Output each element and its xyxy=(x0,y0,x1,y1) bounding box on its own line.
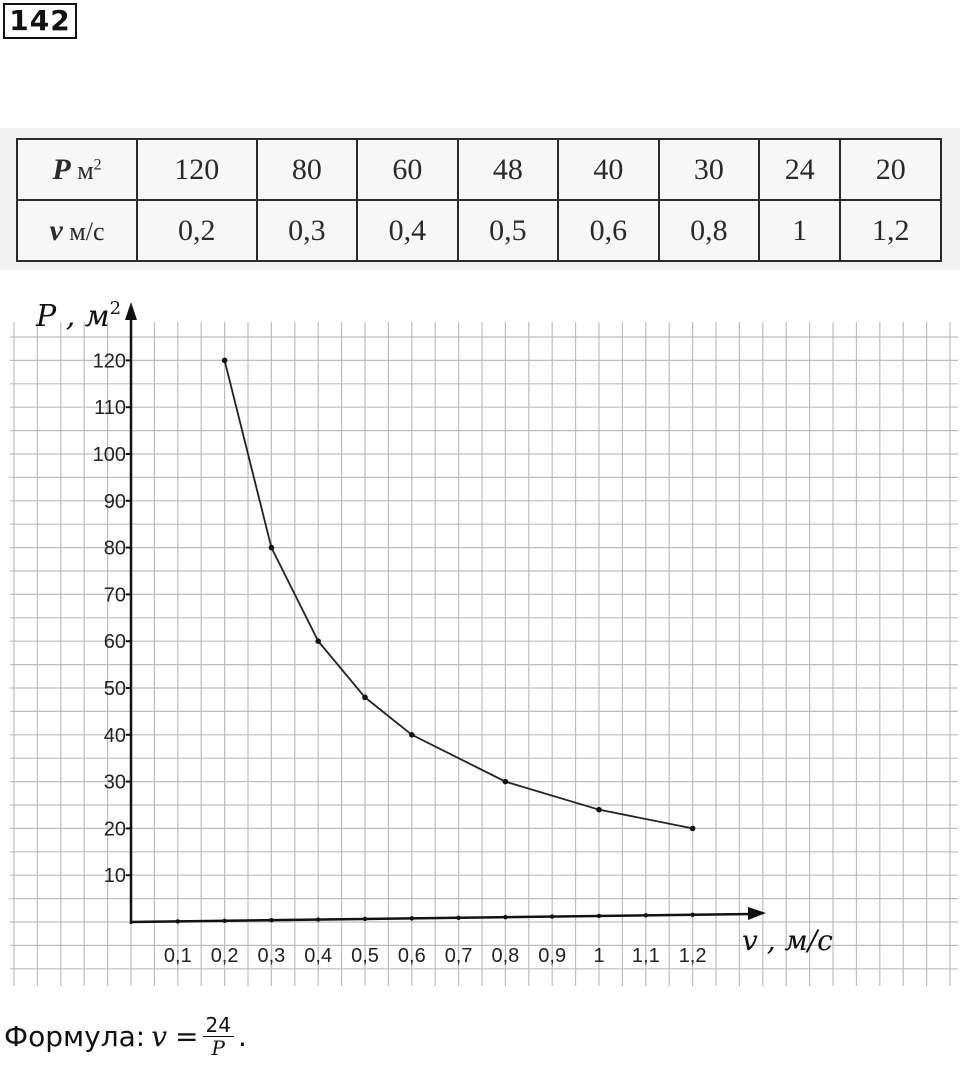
data-table-panel: P м2 120 80 60 48 40 30 24 20 v м/с 0,2 … xyxy=(0,128,960,270)
y-tick-label: 40 xyxy=(104,725,126,747)
x-axis-label: v , м/с xyxy=(742,924,833,957)
x-tick-label: 0,4 xyxy=(304,945,332,967)
data-point xyxy=(221,357,228,364)
table-row-p: P м2 120 80 60 48 40 30 24 20 xyxy=(16,138,942,201)
labels-layer: 10 20 30 40 50 60 70 80 90 100 110 120 0,1 0,2 0,3 0,4 0… xyxy=(35,298,833,967)
x-tick-label: 0,2 xyxy=(211,945,239,967)
formula-numerator: 24 xyxy=(202,1014,234,1037)
table-cell: 0,5 xyxy=(456,199,560,262)
x-tick-mark xyxy=(503,914,508,920)
table-cell: 0,4 xyxy=(356,199,459,262)
y-tick-label: 20 xyxy=(104,818,126,840)
table-cell: 24 xyxy=(758,138,842,201)
y-axis-label: P , м2 xyxy=(35,298,121,334)
x-tick-label: 0,7 xyxy=(445,945,473,967)
y-tick-label: 30 xyxy=(104,772,126,794)
x-tick-mark xyxy=(690,912,695,917)
table-cell: 40 xyxy=(557,138,660,201)
x-tick-mark xyxy=(596,913,602,919)
y-tick-label: 60 xyxy=(104,631,126,653)
data-point xyxy=(409,732,415,738)
table-cell: 20 xyxy=(839,138,942,201)
x-tick-mark xyxy=(269,917,274,923)
table-cell: 80 xyxy=(255,138,359,201)
x-tick-label: 0,3 xyxy=(257,945,285,967)
y-tick-label: 70 xyxy=(104,584,126,606)
table-cell: 60 xyxy=(356,138,459,201)
table-cell: 120 xyxy=(136,138,258,201)
table-cell: 30 xyxy=(657,138,761,201)
x-tick-label: 0,1 xyxy=(164,945,192,967)
chart: 10 20 30 40 50 60 70 80 90 100 110 120 0,1 0,2 0,3 0,4 0… xyxy=(10,298,958,986)
x-tick-mark xyxy=(643,913,648,918)
y-tick-label: 80 xyxy=(104,538,126,560)
x-tick-mark xyxy=(456,915,461,920)
task-number: 142 xyxy=(3,3,77,39)
y-tick-label: 110 xyxy=(94,397,126,419)
y-tick-label: 50 xyxy=(104,678,126,700)
y-axis-arrow xyxy=(125,302,137,320)
table-cell: 48 xyxy=(456,138,560,201)
formula: Формула: v = 24 P . xyxy=(4,1006,247,1066)
data-point xyxy=(362,694,368,701)
data-point xyxy=(315,638,322,644)
x-axis-line xyxy=(130,912,753,924)
x-tick-mark xyxy=(316,917,321,922)
grid xyxy=(10,322,958,986)
formula-denominator: P xyxy=(211,1035,225,1060)
data-table: P м2 120 80 60 48 40 30 24 20 v м/с 0,2 … xyxy=(16,138,942,262)
x-tick-mark xyxy=(222,918,227,923)
x-tick-label: 1 xyxy=(593,945,604,967)
series-line xyxy=(223,360,693,830)
y-tick-label: 90 xyxy=(104,491,126,513)
formula-suffix: . xyxy=(237,1019,247,1053)
table-cell: 0,2 xyxy=(136,199,258,262)
table-cell: 0,8 xyxy=(657,199,761,262)
table-cell: 1,2 xyxy=(839,199,942,262)
row-p-header: P м2 xyxy=(16,138,138,201)
y-tick-label: 120 xyxy=(93,350,126,372)
x-axis-arrow xyxy=(748,907,766,920)
data-point xyxy=(596,806,602,813)
row-v-header: v м/с xyxy=(16,199,138,262)
table-cell: 1 xyxy=(758,199,842,262)
x-tick-label: 0,8 xyxy=(491,945,519,967)
data-point xyxy=(268,544,275,551)
formula-fraction: 24 P xyxy=(202,1014,234,1060)
table-row-v: v м/с 0,2 0,3 0,4 0,5 0,6 0,8 1 1,2 xyxy=(16,199,942,262)
table-cell: 0,6 xyxy=(557,199,660,262)
formula-variable: v xyxy=(151,1019,168,1053)
series-layer xyxy=(221,357,696,832)
x-tick-label: 0,9 xyxy=(538,945,566,967)
x-tick-mark xyxy=(550,914,555,919)
x-tick-label: 0,5 xyxy=(351,945,379,967)
x-tick-mark xyxy=(362,916,368,922)
formula-prefix: Формула: xyxy=(4,1019,146,1053)
x-tick-mark xyxy=(409,916,414,921)
x-tick-label: 1,2 xyxy=(679,945,707,967)
y-tick-label: 10 xyxy=(104,865,126,887)
data-point xyxy=(689,825,696,832)
data-point xyxy=(502,778,509,785)
formula-equals: = xyxy=(175,1019,199,1053)
table-cell: 0,3 xyxy=(255,199,359,262)
x-tick-mark xyxy=(175,919,180,924)
axes xyxy=(125,302,766,924)
x-tick-label: 1,1 xyxy=(632,945,660,967)
x-tick-label: 0,6 xyxy=(398,945,426,967)
y-tick-label: 100 xyxy=(93,444,126,466)
